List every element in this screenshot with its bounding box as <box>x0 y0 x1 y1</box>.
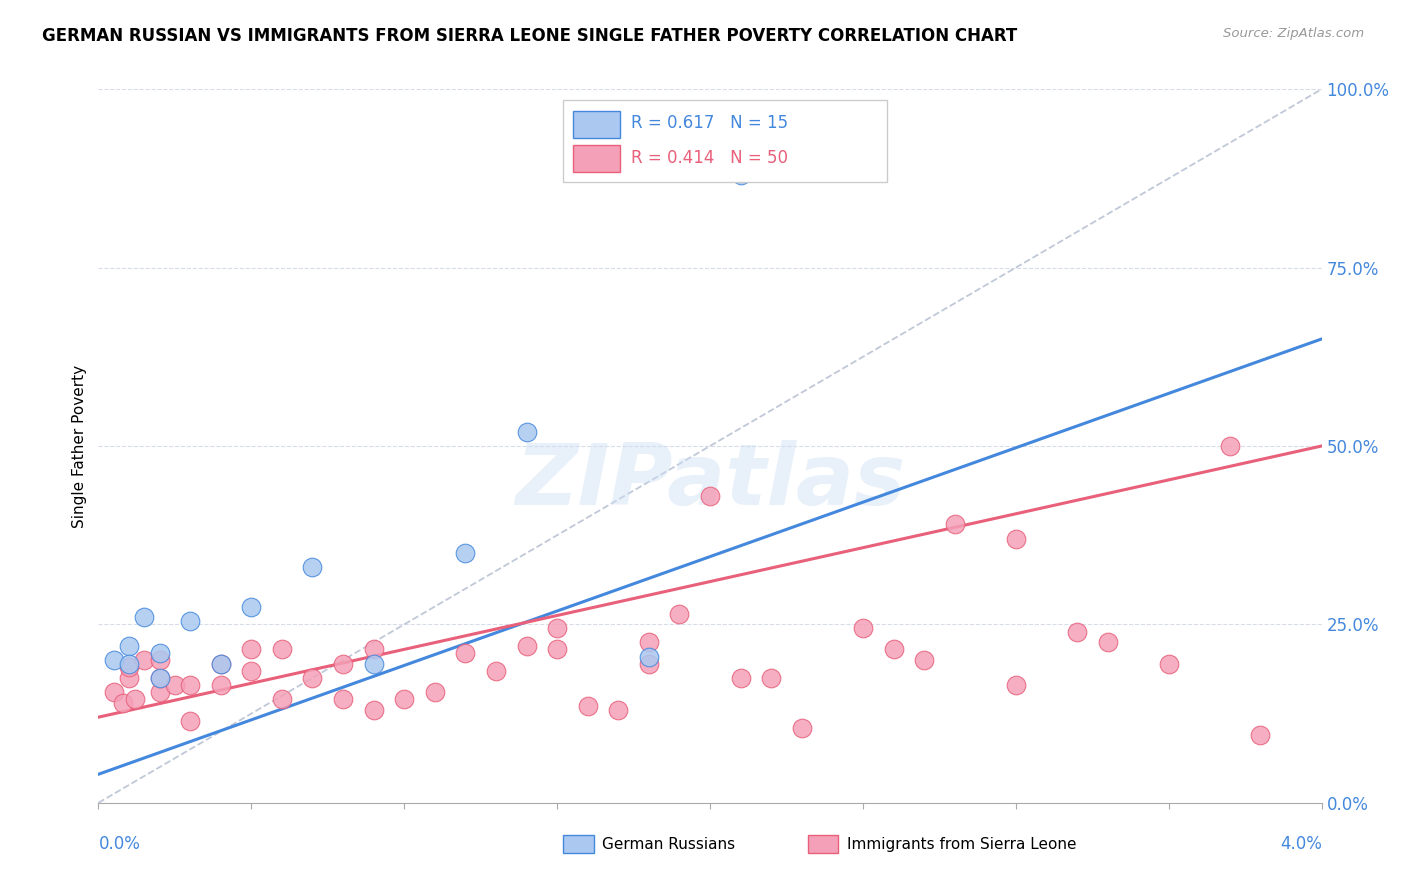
Point <box>1004 532 1026 546</box>
Point <box>637 649 661 664</box>
Point <box>179 678 201 692</box>
Point <box>883 642 905 657</box>
Point <box>485 664 508 678</box>
Point <box>454 646 477 660</box>
Point <box>790 721 813 735</box>
Text: German Russians: German Russians <box>602 837 735 852</box>
Point <box>668 607 690 621</box>
Point <box>179 714 201 728</box>
Point <box>103 685 125 699</box>
Point <box>730 671 752 685</box>
Y-axis label: Single Father Poverty: Single Father Poverty <box>72 365 87 527</box>
Point <box>124 692 146 706</box>
Point <box>118 657 141 671</box>
Point <box>134 653 156 667</box>
Point <box>546 621 568 635</box>
Point <box>392 692 416 706</box>
Text: Immigrants from Sierra Leone: Immigrants from Sierra Leone <box>846 837 1077 852</box>
Point <box>912 653 935 667</box>
Text: Source: ZipAtlas.com: Source: ZipAtlas.com <box>1223 27 1364 40</box>
Point <box>1157 657 1180 671</box>
FancyBboxPatch shape <box>574 111 620 137</box>
Point <box>134 610 156 624</box>
Point <box>179 614 201 628</box>
Point <box>118 671 141 685</box>
Point <box>240 642 263 657</box>
Point <box>1249 728 1271 742</box>
Text: R = 0.617   N = 15: R = 0.617 N = 15 <box>630 114 787 132</box>
Point <box>270 692 294 706</box>
Point <box>423 685 446 699</box>
Point <box>1097 635 1119 649</box>
Point <box>699 489 721 503</box>
Point <box>363 642 385 657</box>
Point <box>111 696 134 710</box>
Point <box>332 692 354 706</box>
Point <box>149 685 172 699</box>
Point <box>1066 624 1088 639</box>
Point <box>240 599 263 614</box>
Point <box>1004 678 1026 692</box>
Point <box>576 699 599 714</box>
Point <box>149 646 172 660</box>
Point <box>332 657 354 671</box>
FancyBboxPatch shape <box>564 100 887 182</box>
Point <box>163 678 186 692</box>
Point <box>516 425 538 439</box>
Point <box>149 671 172 685</box>
Point <box>546 642 568 657</box>
Point <box>118 660 141 674</box>
Point <box>240 664 263 678</box>
Point <box>270 642 294 657</box>
Point <box>118 639 141 653</box>
Point <box>1219 439 1241 453</box>
Point <box>454 546 477 560</box>
Point <box>363 703 385 717</box>
Text: 4.0%: 4.0% <box>1279 835 1322 853</box>
Point <box>301 560 323 574</box>
Point <box>730 168 752 182</box>
FancyBboxPatch shape <box>574 145 620 172</box>
Text: GERMAN RUSSIAN VS IMMIGRANTS FROM SIERRA LEONE SINGLE FATHER POVERTY CORRELATION: GERMAN RUSSIAN VS IMMIGRANTS FROM SIERRA… <box>42 27 1018 45</box>
Point <box>943 517 966 532</box>
Text: 0.0%: 0.0% <box>98 835 141 853</box>
Point <box>209 657 232 671</box>
Point <box>852 621 875 635</box>
Point <box>759 671 782 685</box>
Point <box>637 657 661 671</box>
Point <box>637 635 661 649</box>
FancyBboxPatch shape <box>564 835 593 853</box>
Point <box>209 678 232 692</box>
Point <box>607 703 630 717</box>
Point <box>149 653 172 667</box>
Point <box>149 671 172 685</box>
Point <box>103 653 125 667</box>
Text: R = 0.414   N = 50: R = 0.414 N = 50 <box>630 150 787 168</box>
Point <box>209 657 232 671</box>
Text: ZIPatlas: ZIPatlas <box>515 440 905 524</box>
Point <box>363 657 385 671</box>
Point <box>516 639 538 653</box>
FancyBboxPatch shape <box>808 835 838 853</box>
Point <box>301 671 323 685</box>
